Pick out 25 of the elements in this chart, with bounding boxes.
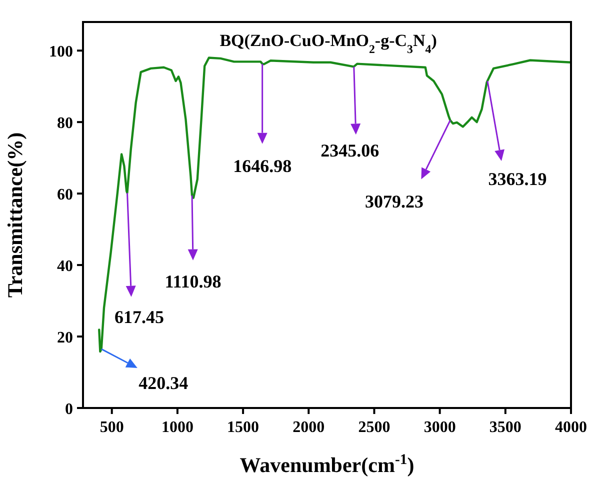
text: BQ(ZnO-CuO-MnO$_{2}$-g-C$_{3}$N$_{4}$) <box>220 31 437 56</box>
x-tick-label: 3000 <box>424 419 456 436</box>
annotation: 3363.19 <box>488 168 547 189</box>
y-tick-label: 100 <box>49 44 73 61</box>
annotation: 617.45 <box>114 306 164 327</box>
annotation: 3079.23 <box>364 191 424 212</box>
x-tick-label: 4000 <box>555 419 587 436</box>
annotation: 1110.98 <box>164 271 222 292</box>
x-tick-label: 2000 <box>292 419 325 436</box>
annotation: 420.34 <box>138 373 188 394</box>
y-axis-title: Transmittance(%) <box>3 132 27 298</box>
x-tick-label: 3500 <box>489 419 522 436</box>
x-axis-title: Wavenumber(cm$^{-1}$) <box>240 452 414 477</box>
line-series <box>98 56 572 353</box>
y-tick-label: 80 <box>57 115 73 132</box>
y-tick-label: 0 <box>65 401 73 418</box>
y-tick-label: 60 <box>57 186 73 204</box>
y-tick-label: 20 <box>57 330 73 347</box>
x-tick-label: 1000 <box>161 419 194 436</box>
annotation: 1646.98 <box>233 156 292 176</box>
annotation: 2345.06 <box>320 140 380 161</box>
x-tick-label: 1500 <box>227 419 260 436</box>
y-tick-label: 40 <box>57 258 73 276</box>
x-tick-label: 2500 <box>358 419 390 436</box>
x-tick-label: 500 <box>100 419 124 436</box>
